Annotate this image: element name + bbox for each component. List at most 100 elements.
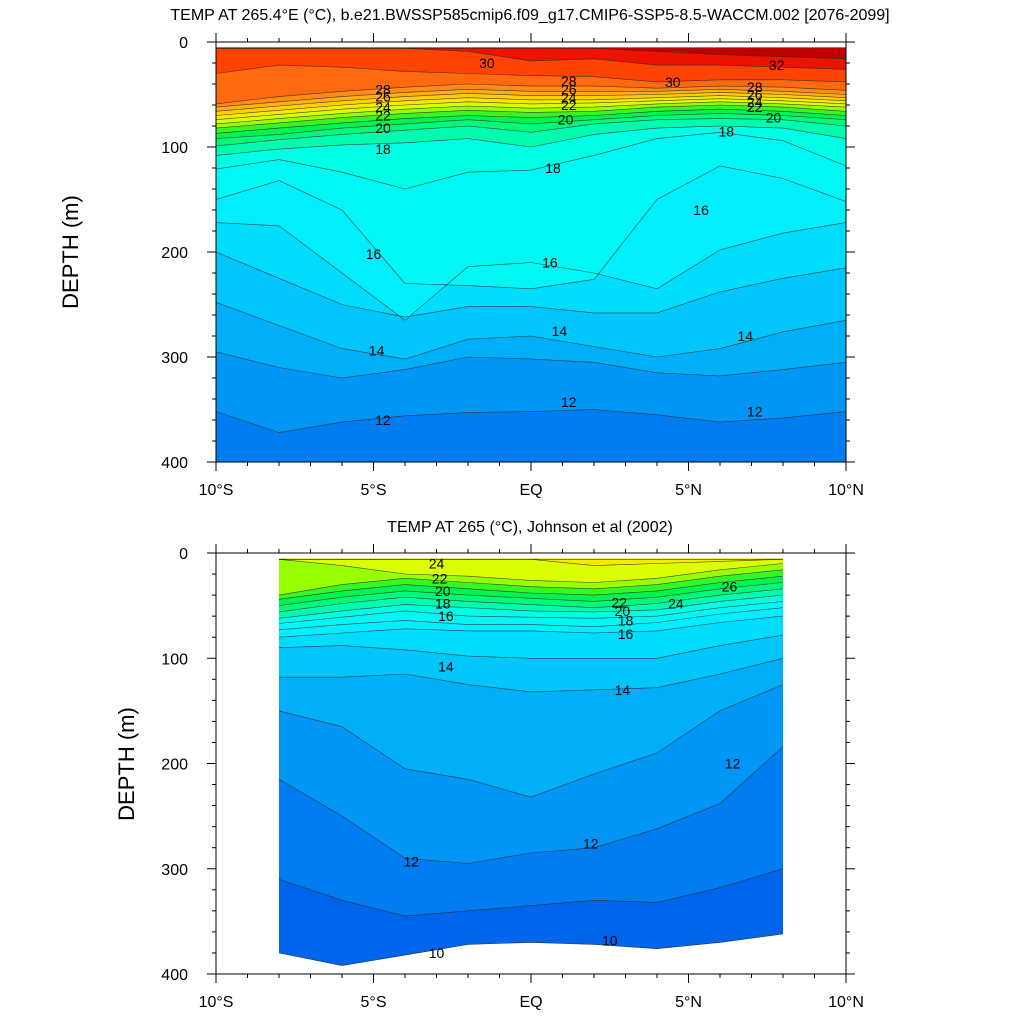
contour-label-14: 14	[369, 343, 385, 359]
y-tick-label: 300	[161, 862, 188, 879]
contour-label-16: 16	[618, 626, 634, 642]
contour-label-26: 26	[375, 89, 391, 105]
contour-label-18: 18	[435, 596, 451, 612]
isotherm-17	[216, 165, 846, 290]
y-tick-label: 300	[161, 350, 188, 367]
temperature-band-16	[279, 607, 783, 638]
bottom-panel-y-axis-label: DEPTH (m)	[114, 707, 139, 821]
contour-label-20: 20	[435, 583, 451, 599]
temperature-band-25	[279, 559, 783, 566]
isotherm-29	[216, 83, 846, 105]
contour-label-16: 16	[693, 202, 709, 218]
contour-label-20: 20	[766, 110, 782, 126]
contour-label-22: 22	[747, 99, 763, 115]
isotherm-26	[216, 95, 846, 116]
contour-label-18: 18	[618, 612, 634, 628]
y-tick-label: 0	[179, 35, 188, 52]
contour-label-16: 16	[542, 255, 558, 271]
temperature-band-11	[279, 746, 783, 917]
contour-label-14: 14	[615, 682, 631, 698]
temperature-band-18	[279, 595, 783, 624]
isotherm-20	[216, 118, 846, 147]
isotherm-24	[216, 101, 846, 125]
temperature-band-32	[216, 47, 846, 59]
bottom-panel-title: TEMP AT 265 (°C), Johnson et al (2002)	[387, 519, 673, 536]
temperature-band-24	[216, 98, 846, 124]
x-tick-label: 5°N	[675, 482, 702, 499]
temperature-band-11	[216, 409, 846, 462]
temperature-band-13	[279, 658, 783, 798]
isotherm-19	[279, 594, 783, 619]
x-tick-label: EQ	[519, 482, 542, 499]
isotherm-25	[216, 98, 846, 120]
contour-label-20: 20	[615, 603, 631, 619]
isotherm-15	[279, 634, 783, 659]
y-tick-label: 100	[161, 140, 188, 157]
x-tick-label: 10°N	[828, 994, 864, 1011]
temperature-band-16	[216, 165, 846, 321]
x-tick-label: 10°N	[828, 482, 864, 499]
contour-label-24: 24	[429, 556, 445, 572]
temperature-band-12	[216, 351, 846, 433]
isotherm-22	[216, 108, 846, 134]
temperature-band-23	[216, 101, 846, 129]
isotherm-22	[279, 575, 783, 600]
contour-label-14: 14	[552, 323, 568, 339]
temperature-band-12	[279, 684, 783, 864]
isotherm-14	[279, 658, 783, 693]
contour-label-26: 26	[722, 579, 738, 595]
contour-label-18: 18	[375, 141, 391, 157]
temperature-band-21	[279, 576, 783, 606]
isotherm-13	[279, 684, 783, 798]
isotherm-24	[279, 559, 783, 583]
y-tick-label: 0	[179, 546, 188, 563]
bottom-panel-contour-plot: 24222018162220181624261414121212101010°S…	[161, 544, 864, 1011]
isotherm-12	[279, 746, 783, 864]
isotherm-19	[216, 125, 846, 156]
contour-label-10: 10	[429, 945, 445, 961]
temperature-band-28	[216, 84, 846, 108]
isotherm-20	[279, 588, 783, 613]
contour-label-18: 18	[545, 160, 561, 176]
isotherm-28	[216, 88, 846, 108]
contour-label-12: 12	[375, 412, 391, 428]
isotherm-14	[216, 302, 846, 360]
temperature-band-19	[216, 118, 846, 156]
temperature-band-14	[216, 252, 846, 360]
temperature-band-31	[216, 48, 846, 70]
temperature-band-20	[279, 582, 783, 612]
y-tick-label: 400	[161, 455, 188, 472]
x-tick-label: EQ	[519, 994, 542, 1011]
contour-label-22: 22	[561, 97, 577, 113]
temperature-band-10	[279, 868, 783, 966]
contour-label-12: 12	[747, 404, 763, 420]
temperature-band-13	[216, 302, 846, 378]
temperature-band-25	[216, 95, 846, 120]
contour-label-30: 30	[665, 74, 681, 90]
isotherm-15	[216, 251, 846, 318]
isotherm-13	[216, 351, 846, 379]
contour-label-10: 10	[602, 932, 618, 948]
contour-label-24: 24	[747, 94, 763, 110]
y-tick-label: 400	[161, 967, 188, 984]
isotherm-16	[279, 615, 783, 638]
contour-label-28: 28	[375, 81, 391, 97]
isotherm-32	[216, 48, 846, 60]
temperature-band-23	[279, 559, 783, 596]
contour-label-20: 20	[375, 120, 391, 136]
isotherm-12	[216, 409, 846, 433]
contour-label-22: 22	[432, 570, 448, 586]
isotherm-23	[279, 569, 783, 596]
contour-label-24: 24	[668, 596, 684, 612]
contour-label-22: 22	[611, 595, 627, 611]
top-panel-title: TEMP AT 265.4°E (°C), b.e21.BWSSP585cmip…	[170, 7, 889, 24]
contour-label-18: 18	[719, 123, 735, 139]
contour-label-24: 24	[561, 90, 577, 106]
isotherm-23	[216, 104, 846, 129]
temperature-band-14	[279, 635, 783, 692]
temperature-band-30	[216, 48, 846, 82]
x-tick-label: 10°S	[199, 994, 234, 1011]
contour-label-28: 28	[561, 73, 577, 89]
